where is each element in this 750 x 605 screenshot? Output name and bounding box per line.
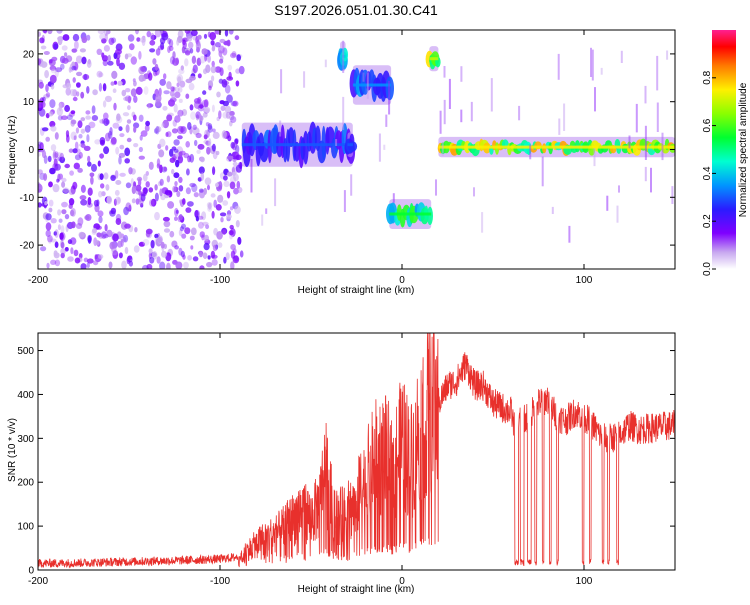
heatmap-streaks — [250, 40, 674, 243]
colorbar-tick-label: 0.6 — [702, 118, 713, 132]
snr-y-tick-label: 500 — [17, 346, 34, 357]
snr-y-tick-label: 200 — [17, 478, 34, 489]
heatmap-feature — [241, 121, 356, 169]
colorbar: 0.0 0.2 0.4 0.6 0.8 Normalized spectral ampl… — [702, 30, 749, 276]
colorbar-gradient — [712, 30, 736, 269]
heatmap-feature — [425, 46, 441, 72]
snr-x-tick-label: -100 — [210, 576, 230, 587]
heatmap-y-ticks: -20 -10 0 10 20 — [20, 49, 675, 252]
snr-x-tick-label: -200 — [28, 576, 48, 587]
heatmap-x-label: Height of straight line (km) — [298, 285, 415, 296]
colorbar-ticks: 0.0 0.2 0.4 0.6 0.8 — [702, 70, 716, 276]
snr-y-ticks: 0 100 200 300 400 500 — [17, 346, 675, 577]
colorbar-tick-label: 0.0 — [702, 262, 713, 276]
colorbar-tick-label: 0.4 — [702, 166, 713, 180]
snr-y-label: SNR (10 * v/v) — [7, 418, 18, 482]
heatmap-y-tick-label: 0 — [28, 145, 34, 156]
heatmap-y-tick-label: -20 — [20, 241, 35, 252]
colorbar-label: Normalized spectral amplitude — [738, 82, 749, 217]
heatmap-features — [38, 30, 675, 269]
snr-panel: -200 -100 0 100 0 100 200 300 400 500 Height of … — [7, 332, 676, 595]
snr-y-tick-label: 400 — [17, 390, 34, 401]
heatmap-y-tick-label: -10 — [20, 193, 35, 204]
snr-x-label: Height of straight line (km) — [298, 584, 415, 595]
heatmap-y-tick-label: 10 — [23, 97, 35, 108]
heatmap-feature — [349, 65, 394, 105]
figure-title: S197.2026.051.01.30.C41 — [274, 2, 438, 18]
heatmap-x-tick-label: 100 — [576, 275, 593, 286]
heatmap-y-label: Frequency (Hz) — [7, 116, 18, 185]
snr-frame — [37, 332, 676, 571]
heatmap-feature — [386, 199, 433, 229]
heatmap-feature — [437, 136, 675, 158]
colorbar-tick-label: 0.8 — [702, 70, 713, 84]
snr-x-ticks: -200 -100 0 100 — [28, 333, 593, 587]
heatmap-x-tick-label: -100 — [210, 275, 230, 286]
snr-y-tick-label: 100 — [17, 522, 34, 533]
snr-series-line — [38, 333, 675, 569]
heatmap-feature — [38, 30, 245, 269]
snr-y-tick-label: 300 — [17, 434, 34, 445]
heatmap-y-tick-label: 20 — [23, 49, 35, 60]
heatmap-x-tick-label: 0 — [399, 275, 405, 286]
heatmap-x-tick-label: -200 — [28, 275, 48, 286]
snr-y-tick-label: 0 — [28, 566, 34, 577]
heatmap-x-ticks: -200 -100 0 100 — [28, 30, 593, 286]
colorbar-tick-label: 0.2 — [702, 214, 713, 228]
snr-x-tick-label: 0 — [399, 576, 405, 587]
snr-x-tick-label: 100 — [576, 576, 593, 587]
heatmap-feature — [344, 132, 358, 158]
